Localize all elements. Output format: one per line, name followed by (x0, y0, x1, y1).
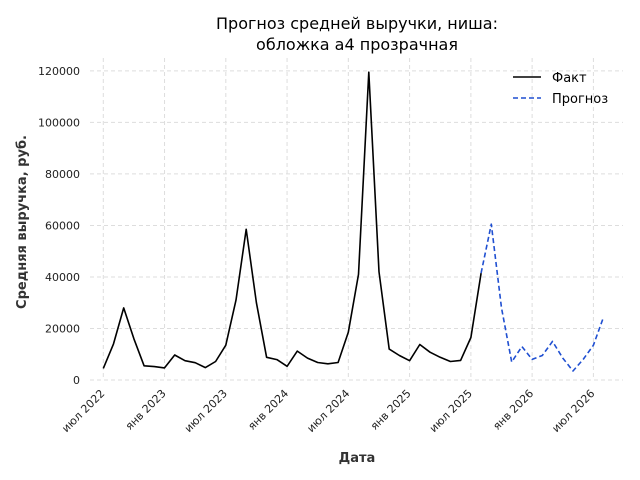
x-tick-label: июл 2025 (427, 387, 475, 435)
legend-label-fact: Факт (552, 71, 587, 86)
chart-title-line2: обложка а4 прозрачная (256, 35, 458, 54)
x-tick-label: июл 2026 (549, 387, 597, 435)
y-tick-label: 60000 (45, 219, 80, 232)
series-layer (102, 71, 605, 372)
grid (90, 58, 623, 381)
y-tick-label: 0 (73, 374, 80, 387)
y-tick-label: 40000 (45, 271, 80, 284)
legend-label-forecast: Прогноз (552, 92, 608, 107)
x-tick-label: июл 2023 (182, 387, 230, 435)
x-tick-label: июл 2024 (304, 387, 352, 435)
x-tick-label: янв 2023 (123, 387, 169, 433)
y-tick-label: 20000 (45, 322, 80, 335)
y-tick-label: 100000 (38, 116, 80, 129)
x-ticks: июл 2022 янв 2023 июл 2023 янв 2024 июл 2024… (59, 387, 597, 435)
series-line-forecast (480, 223, 605, 372)
y-axis-label: Средняя выручка, руб. (15, 135, 30, 309)
x-axis-label: Дата (339, 451, 376, 466)
chart-title-line1: Прогноз средней выручки, ниша: (216, 14, 498, 33)
x-tick-label: июл 2022 (59, 387, 107, 435)
x-tick-label: янв 2025 (368, 387, 414, 433)
x-tick-label: янв 2024 (245, 387, 291, 433)
y-tick-label: 120000 (38, 65, 80, 78)
y-ticks: 0 20000 40000 60000 80000 100000 120000 (38, 65, 80, 387)
legend: Факт Прогноз (513, 71, 608, 107)
y-tick-label: 80000 (45, 168, 80, 181)
series-line-fact (102, 71, 482, 369)
x-tick-label: янв 2026 (490, 387, 536, 433)
